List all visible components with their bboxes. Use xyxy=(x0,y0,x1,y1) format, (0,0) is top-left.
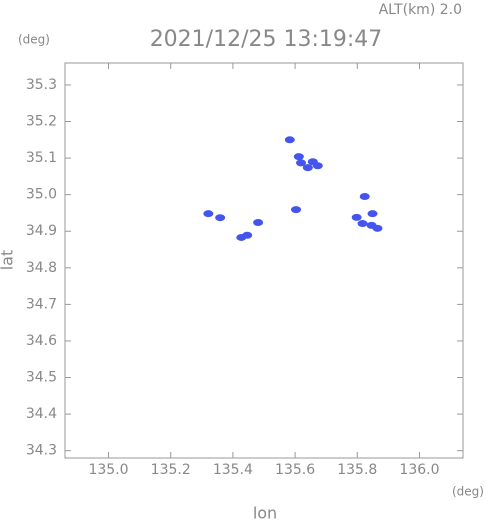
x-axis-label: lon xyxy=(253,504,277,521)
echo-point xyxy=(302,164,313,172)
y-tick-label: 34.5 xyxy=(26,370,57,386)
echo-point xyxy=(367,210,378,218)
echo-point xyxy=(284,136,295,144)
y-tick-label: 35.3 xyxy=(26,77,57,93)
x-tick-label: 135.6 xyxy=(275,462,315,478)
echo-point xyxy=(359,192,370,200)
y-tick-label: 34.9 xyxy=(26,223,57,239)
x-tick-label: 135.2 xyxy=(151,462,191,478)
echo-point xyxy=(253,218,264,226)
y-tick-label: 34.6 xyxy=(26,333,57,349)
y-tick-label: 34.7 xyxy=(26,296,57,312)
echo-point xyxy=(351,213,362,221)
echo-point xyxy=(236,233,247,241)
y-tick-label: 34.8 xyxy=(26,260,57,276)
plot-frame xyxy=(64,62,464,459)
echo-point xyxy=(203,210,214,218)
echo-point xyxy=(312,162,323,170)
y-tick-label: 34.4 xyxy=(26,406,57,422)
y-unit: (deg) xyxy=(18,33,50,47)
echo-point xyxy=(372,224,383,232)
altitude-label: ALT(km) 2.0 xyxy=(379,2,462,18)
x-tick-label: 135.4 xyxy=(213,462,253,478)
y-axis-label: lat xyxy=(0,250,17,271)
y-tick-label: 35.1 xyxy=(26,150,57,166)
x-tick-label: 135.0 xyxy=(88,462,128,478)
x-unit: (deg) xyxy=(452,485,484,499)
y-tick-label: 34.3 xyxy=(26,443,57,459)
chart-title: 2021/12/25 13:19:47 xyxy=(150,27,383,52)
x-tick-label: 135.8 xyxy=(337,462,377,478)
y-tick-label: 35.0 xyxy=(26,187,57,203)
echo-point xyxy=(293,153,304,161)
echo-point xyxy=(357,220,368,228)
echo-point xyxy=(215,214,226,222)
y-tick-label: 35.2 xyxy=(26,114,57,130)
x-tick-label: 136.0 xyxy=(399,462,439,478)
echo-point xyxy=(291,206,302,214)
echo-point xyxy=(296,159,307,167)
